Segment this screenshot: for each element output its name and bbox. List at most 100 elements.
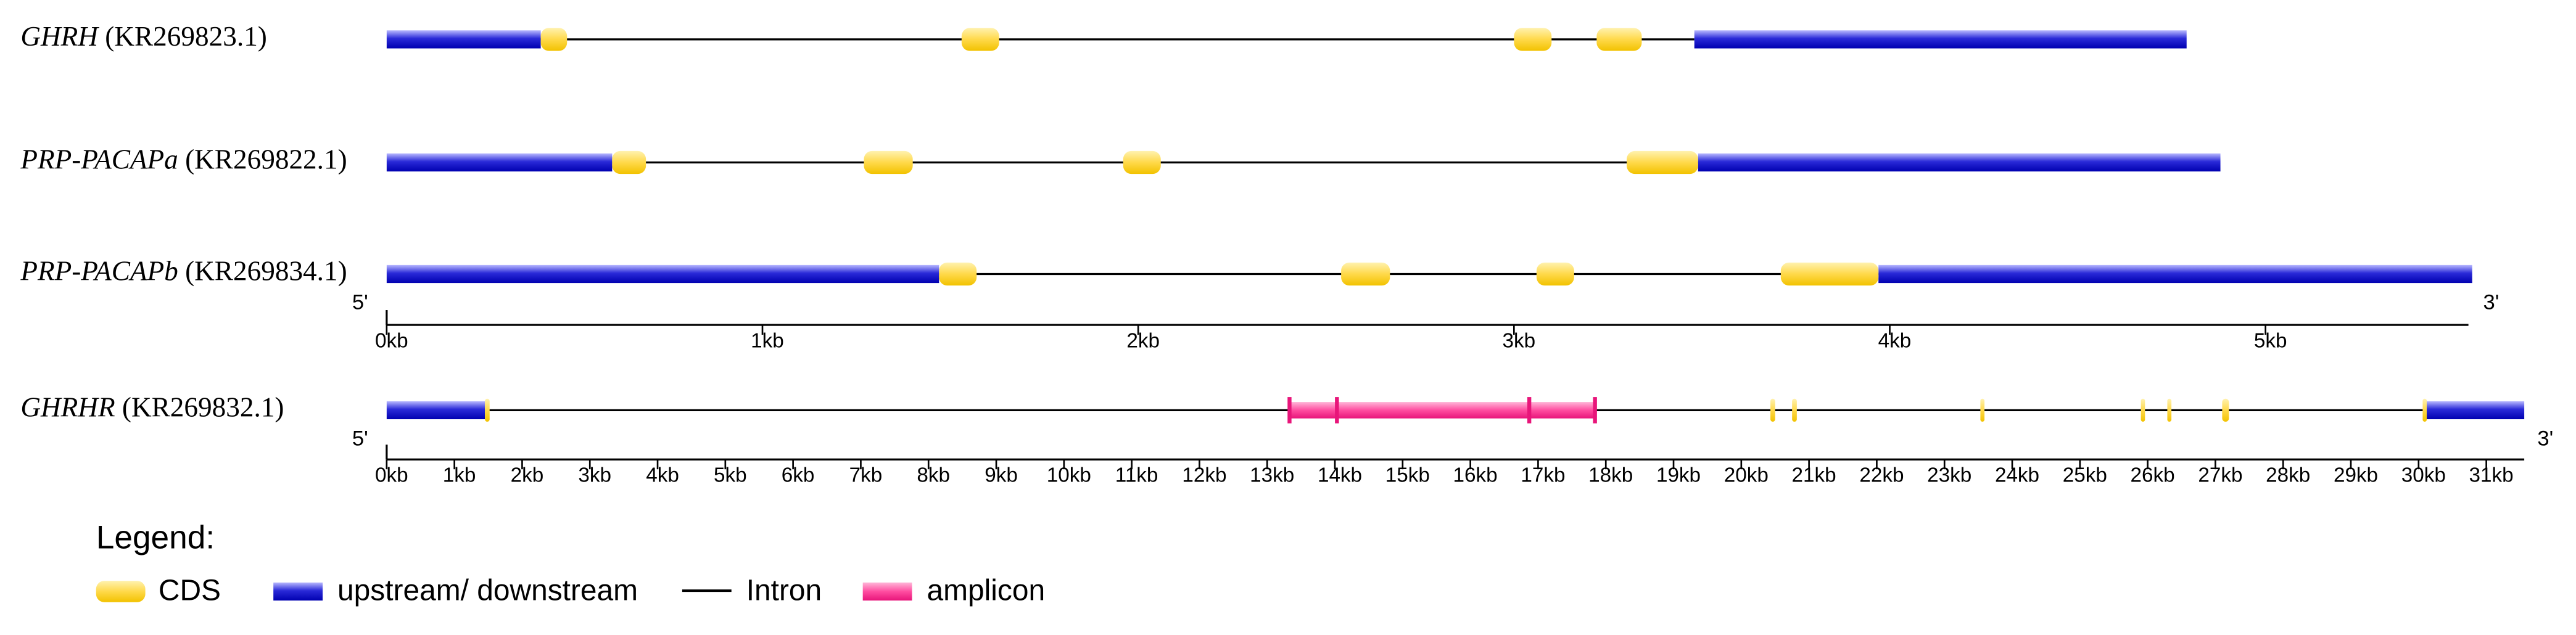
tick-label: 29kb — [2334, 464, 2378, 487]
accession: (KR269832.1) — [122, 392, 284, 423]
amplicon — [1289, 402, 1595, 419]
tick-label: 4kb — [646, 464, 679, 487]
tick-label: 31kb — [2469, 464, 2514, 487]
cds — [2167, 398, 2172, 422]
downstream — [1878, 264, 2472, 284]
legend-utr-swatch — [273, 582, 323, 601]
tick-label: 1kb — [443, 464, 476, 487]
tick-label: 6kb — [782, 464, 815, 487]
accession: (KR269834.1) — [185, 256, 347, 287]
cds — [1123, 150, 1161, 174]
tick-label: 18kb — [1588, 464, 1633, 487]
tick-label: 3kb — [1503, 329, 1536, 352]
downstream — [2425, 401, 2525, 420]
downstream — [1694, 30, 2187, 49]
track-label: PRP-PACAPa (KR269822.1) — [20, 144, 347, 175]
tick-label: 0kb — [375, 464, 408, 487]
tick-label: 26kb — [2131, 464, 2175, 487]
downstream — [1698, 153, 2221, 172]
amplicon-boundary — [1335, 397, 1339, 424]
tick-label: 11kb — [1115, 464, 1158, 487]
legend-title: Legend: — [96, 520, 215, 556]
cds — [1980, 398, 1985, 422]
accession: (KR269822.1) — [185, 144, 347, 175]
tick-label: 15kb — [1385, 464, 1430, 487]
panel: GHRH (KR269823.1) PRP-PACAPa (KR269822.1)… — [20, 21, 2499, 352]
gene-name: GHRHR — [20, 392, 115, 423]
upstream — [386, 153, 613, 172]
tick-label: 23kb — [1927, 464, 1971, 487]
amplicon-boundary — [1527, 397, 1532, 424]
tick-label: 22kb — [1859, 464, 1904, 487]
tick-label: 4kb — [1878, 329, 1912, 352]
tick-label: 14kb — [1318, 464, 1362, 487]
legend-label: amplicon — [927, 574, 1045, 607]
gene-name: PRP-PACAPb — [20, 256, 178, 287]
upstream — [386, 30, 541, 49]
cds — [485, 398, 490, 422]
tick-label: 5kb — [2254, 329, 2287, 352]
legend: Legend: CDS upstream/ downstream Intron … — [96, 520, 1045, 607]
tick-label: 0kb — [375, 329, 408, 352]
tick-label: 27kb — [2198, 464, 2242, 487]
cds — [1536, 262, 1574, 286]
five-prime: 5' — [352, 291, 368, 314]
tick-label: 10kb — [1047, 464, 1091, 487]
tick-label: 2kb — [511, 464, 544, 487]
cds — [2422, 398, 2427, 422]
upstream — [386, 401, 485, 420]
tick-label: 13kb — [1250, 464, 1294, 487]
cds — [961, 28, 999, 51]
tick-label: 30kb — [2401, 464, 2446, 487]
legend-label: Intron — [746, 574, 822, 607]
tick-label: 25kb — [2063, 464, 2107, 487]
cds — [1596, 28, 1642, 51]
cds — [612, 150, 646, 174]
cds — [864, 150, 913, 174]
cds — [540, 28, 568, 51]
tick-label: 7kb — [849, 464, 883, 487]
five-prime: 5' — [352, 427, 368, 450]
accession: (KR269823.1) — [105, 21, 267, 52]
tick-label: 20kb — [1724, 464, 1769, 487]
tick-label: 17kb — [1521, 464, 1565, 487]
legend-cds-swatch — [96, 581, 146, 602]
cds — [939, 262, 977, 286]
gene-name: GHRH — [20, 21, 99, 52]
tick-label: 3kb — [578, 464, 611, 487]
cds — [1341, 262, 1390, 286]
tick-label: 9kb — [985, 464, 1018, 487]
track-label: PRP-PACAPb (KR269834.1) — [20, 256, 347, 287]
cds — [1780, 262, 1879, 286]
cds — [1514, 28, 1552, 51]
legend-amplicon-swatch — [862, 582, 912, 601]
tick-label: 28kb — [2266, 464, 2310, 487]
tick-label: 12kb — [1182, 464, 1226, 487]
three-prime: 3' — [2483, 291, 2500, 314]
gene-name: PRP-PACAPa — [20, 144, 178, 175]
tick-label: 21kb — [1792, 464, 1836, 487]
tick-label: 5kb — [714, 464, 747, 487]
track-label: GHRHR (KR269832.1) — [20, 392, 284, 423]
cds — [1627, 150, 1698, 174]
legend-label: CDS — [159, 574, 221, 607]
tick-label: 1kb — [751, 329, 784, 352]
three-prime: 3' — [2537, 427, 2553, 450]
tick-label: 16kb — [1453, 464, 1498, 487]
cds — [1792, 398, 1797, 422]
track-label: GHRH (KR269823.1) — [20, 21, 267, 52]
cds — [2222, 398, 2229, 422]
upstream — [386, 264, 939, 284]
cds — [2140, 398, 2145, 422]
tick-label: 24kb — [1995, 464, 2039, 487]
tick-label: 8kb — [917, 464, 950, 487]
tick-label: 2kb — [1126, 329, 1160, 352]
cds — [1770, 398, 1775, 422]
tick-label: 19kb — [1656, 464, 1701, 487]
legend-label: upstream/ downstream — [337, 574, 638, 607]
amplicon-boundary — [1593, 397, 1597, 424]
amplicon-boundary — [1287, 397, 1292, 424]
